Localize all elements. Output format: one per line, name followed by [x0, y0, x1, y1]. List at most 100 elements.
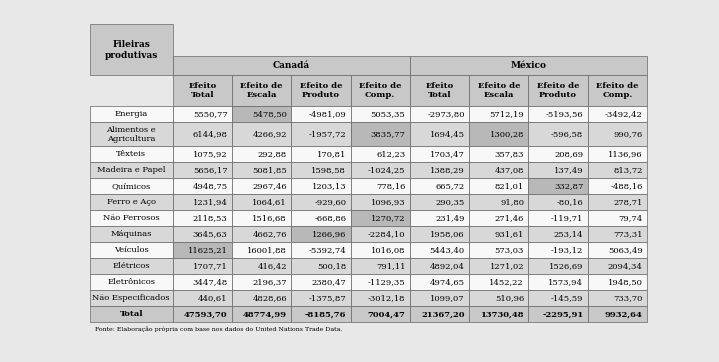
Text: 13730,48: 13730,48 [480, 310, 524, 318]
Bar [588, 274, 647, 290]
Bar [90, 210, 173, 226]
Bar [528, 106, 588, 122]
Text: 791,11: 791,11 [376, 262, 406, 270]
Bar [410, 210, 470, 226]
Text: 821,01: 821,01 [495, 182, 524, 190]
Bar [351, 226, 410, 242]
Bar [588, 146, 647, 162]
Bar [173, 75, 232, 106]
Bar [351, 306, 410, 322]
Bar [173, 106, 232, 122]
Bar [470, 75, 528, 106]
Bar [232, 258, 291, 274]
Text: Efeito de
Escala: Efeito de Escala [240, 82, 283, 99]
Text: 5656,17: 5656,17 [193, 166, 227, 174]
Text: 500,18: 500,18 [317, 262, 346, 270]
Text: -2973,80: -2973,80 [427, 110, 464, 118]
Bar [410, 178, 470, 194]
Text: 3835,77: 3835,77 [370, 130, 406, 138]
Text: -145,59: -145,59 [551, 294, 583, 302]
Text: Total: Total [119, 310, 143, 318]
Text: 5550,77: 5550,77 [193, 110, 227, 118]
Bar [291, 122, 351, 146]
Bar [173, 210, 232, 226]
Bar [90, 122, 173, 146]
Text: 1598,58: 1598,58 [311, 166, 346, 174]
Bar [291, 162, 351, 178]
Text: 5443,40: 5443,40 [430, 246, 464, 254]
Text: Ferro e Aço: Ferro e Aço [107, 198, 156, 206]
Bar [410, 258, 470, 274]
Text: Efeito de
Comp.: Efeito de Comp. [596, 82, 638, 99]
Bar [173, 274, 232, 290]
Text: Efeito
Total: Efeito Total [426, 82, 454, 99]
Bar [528, 146, 588, 162]
Text: 290,35: 290,35 [436, 198, 464, 206]
Text: 278,71: 278,71 [613, 198, 643, 206]
Text: 4974,65: 4974,65 [430, 278, 464, 286]
Bar [90, 106, 173, 122]
Bar [470, 178, 528, 194]
Text: Efeito de
Comp.: Efeito de Comp. [359, 82, 401, 99]
Text: 7004,47: 7004,47 [367, 310, 406, 318]
Bar [90, 242, 173, 258]
Bar [588, 242, 647, 258]
Text: Efeito de
Escala: Efeito de Escala [477, 82, 520, 99]
Text: Fonte: Elaboração própria com base nos dados do United Nations Trade Data.: Fonte: Elaboração própria com base nos d… [96, 327, 343, 332]
Bar [528, 258, 588, 274]
Text: 510,96: 510,96 [495, 294, 524, 302]
Text: 253,14: 253,14 [554, 230, 583, 238]
Bar [291, 258, 351, 274]
Text: 16001,88: 16001,88 [247, 246, 287, 254]
Bar [232, 162, 291, 178]
Bar [90, 194, 173, 210]
Text: 357,83: 357,83 [495, 150, 524, 158]
Bar [351, 146, 410, 162]
Bar [588, 194, 647, 210]
Text: 5478,50: 5478,50 [252, 110, 287, 118]
Text: 332,87: 332,87 [554, 182, 583, 190]
Bar [588, 178, 647, 194]
Bar [291, 75, 351, 106]
Bar [291, 106, 351, 122]
Text: 1573,94: 1573,94 [549, 278, 583, 286]
Bar [528, 178, 588, 194]
Bar [351, 75, 410, 106]
Text: 48774,99: 48774,99 [243, 310, 287, 318]
Text: 612,23: 612,23 [376, 150, 406, 158]
Text: -80,16: -80,16 [557, 198, 583, 206]
Bar [232, 274, 291, 290]
Text: 1694,45: 1694,45 [430, 130, 464, 138]
Bar [470, 274, 528, 290]
Text: -488,16: -488,16 [610, 182, 643, 190]
Text: 416,42: 416,42 [257, 262, 287, 270]
Bar [410, 75, 470, 106]
Bar [351, 122, 410, 146]
Bar [470, 306, 528, 322]
Text: 9932,64: 9932,64 [605, 310, 643, 318]
Bar [173, 178, 232, 194]
Bar [588, 258, 647, 274]
Text: -929,60: -929,60 [314, 198, 346, 206]
Bar [232, 226, 291, 242]
Bar [291, 210, 351, 226]
Text: 208,69: 208,69 [554, 150, 583, 158]
Bar [90, 258, 173, 274]
Text: -5193,56: -5193,56 [546, 110, 583, 118]
Text: 437,08: 437,08 [495, 166, 524, 174]
Text: 1075,92: 1075,92 [193, 150, 227, 158]
Bar [528, 162, 588, 178]
Text: 2094,34: 2094,34 [608, 262, 643, 270]
Bar [90, 274, 173, 290]
Bar [351, 178, 410, 194]
Bar [528, 242, 588, 258]
Bar [232, 194, 291, 210]
Text: -2284,10: -2284,10 [368, 230, 406, 238]
Bar [291, 242, 351, 258]
Text: -668,86: -668,86 [314, 214, 346, 222]
Bar [291, 146, 351, 162]
Bar [351, 106, 410, 122]
Text: -4981,09: -4981,09 [308, 110, 346, 118]
Text: 271,46: 271,46 [495, 214, 524, 222]
Text: 1099,07: 1099,07 [430, 294, 464, 302]
